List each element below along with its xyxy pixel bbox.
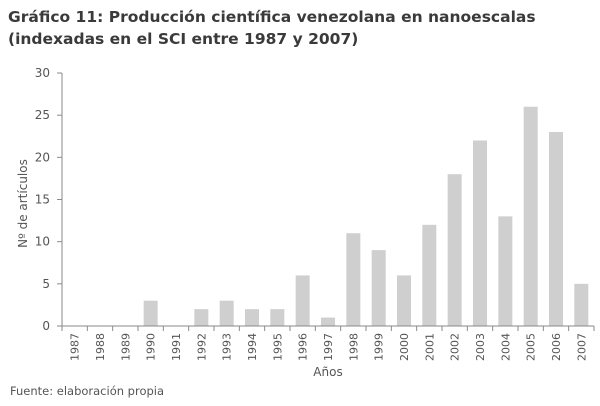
x-tick-label-2000: 2000 xyxy=(398,333,411,361)
x-tick-label-2003: 2003 xyxy=(474,333,487,361)
x-tick-label-1999: 1999 xyxy=(373,333,386,361)
y-tick-label-0: 0 xyxy=(42,319,50,333)
bar-1999 xyxy=(371,250,386,326)
bar-2005 xyxy=(523,106,538,326)
bar-1990 xyxy=(143,300,158,326)
y-tick-label-30: 30 xyxy=(35,66,50,80)
bar-2002 xyxy=(447,174,462,326)
bar-2006 xyxy=(549,132,563,326)
x-tick-label-2004: 2004 xyxy=(499,333,512,361)
bar-2004 xyxy=(498,216,513,326)
bar-1996 xyxy=(295,275,310,326)
bar-1993 xyxy=(219,300,234,326)
y-tick-label-5: 5 xyxy=(42,277,50,291)
bar-2000 xyxy=(397,275,411,326)
x-tick-label-1990: 1990 xyxy=(145,333,158,361)
bar-2001 xyxy=(422,224,437,326)
bar-1995 xyxy=(270,309,285,326)
x-axis-label: Años xyxy=(313,365,342,379)
x-tick-label-1992: 1992 xyxy=(195,333,208,361)
x-tick-label-2006: 2006 xyxy=(550,333,563,361)
x-tick-label-1994: 1994 xyxy=(246,333,259,361)
bar-2003 xyxy=(473,140,487,326)
bar-1997 xyxy=(321,317,335,326)
bar-1994 xyxy=(245,309,259,326)
x-tick-label-2005: 2005 xyxy=(525,333,538,361)
chart-title: Gráfico 11: Producción científica venezo… xyxy=(8,6,593,50)
x-tick-label-2001: 2001 xyxy=(423,333,436,361)
x-tick-label-2002: 2002 xyxy=(449,333,462,361)
x-tick-label-1993: 1993 xyxy=(221,333,234,361)
x-tick-label-1987: 1987 xyxy=(69,333,82,361)
x-tick-label-1998: 1998 xyxy=(347,333,360,361)
y-tick-label-10: 10 xyxy=(35,235,50,249)
y-axis-label: Nº de artículos xyxy=(16,159,30,248)
bar-1998 xyxy=(346,233,361,326)
x-tick-label-1995: 1995 xyxy=(271,333,284,361)
x-tick-label-1991: 1991 xyxy=(170,333,183,361)
x-tick-label-1989: 1989 xyxy=(119,333,132,361)
x-tick-label-1997: 1997 xyxy=(322,333,335,361)
x-tick-label-2007: 2007 xyxy=(575,333,588,361)
x-tick-label-1988: 1988 xyxy=(94,333,107,361)
y-tick-label-15: 15 xyxy=(35,193,50,207)
chart-title-line-2: (indexadas en el SCI entre 1987 y 2007) xyxy=(8,30,359,48)
x-tick-label-1996: 1996 xyxy=(297,333,310,361)
y-tick-label-20: 20 xyxy=(35,150,50,164)
y-tick-label-25: 25 xyxy=(35,108,50,122)
bar-2007 xyxy=(574,283,589,326)
chart-title-line-1: Gráfico 11: Producción científica venezo… xyxy=(8,8,536,26)
bar-1992 xyxy=(194,309,209,326)
source-note: Fuente: elaboración propia xyxy=(10,384,165,398)
